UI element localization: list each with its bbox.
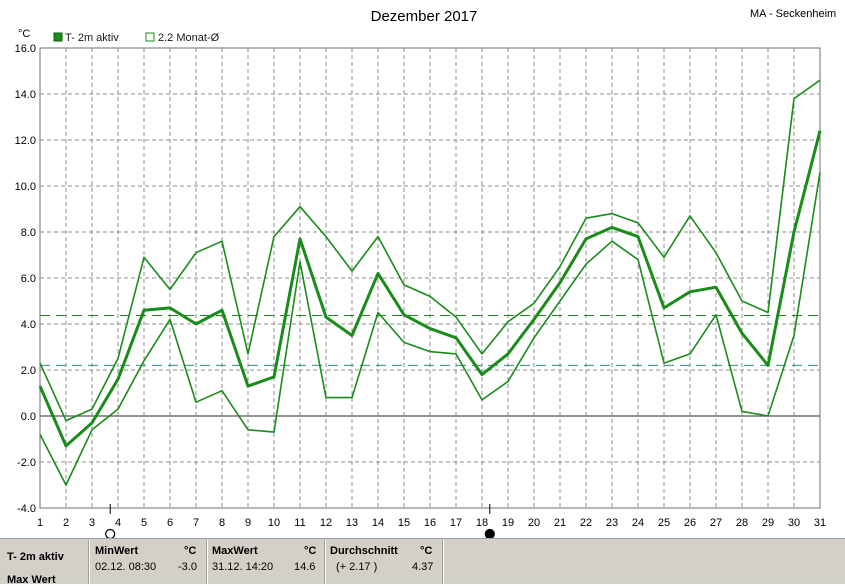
stats-max-label: MaxWert [212,545,258,557]
x-tick-label: 10 [268,517,280,529]
x-tick-label: 17 [450,517,462,529]
y-tick-label: 2.0 [21,365,36,377]
y-tick-label: -4.0 [17,503,36,515]
series-line-max [39,79,821,422]
x-tick-label: 11 [294,517,305,529]
x-tick-label: 16 [424,517,436,529]
x-tick-label: 22 [580,517,592,529]
stats-separator [442,539,444,584]
x-tick-label: 1 [37,517,43,529]
stats-max-value: 14.6 [294,561,316,573]
y-tick-label: 4.0 [21,319,36,331]
stats-series-label-2: Max Wert [7,574,56,586]
station-name: MA - Seckenheim [750,8,836,20]
stats-min-value: -3.0 [178,561,197,573]
y-tick-label: -2.0 [17,457,36,469]
x-tick-label: 19 [502,517,514,529]
series-line-min [39,172,821,486]
y-tick-label: 10.0 [15,181,36,193]
stats-avg-delta: (+ 2.17 ) [336,561,378,573]
x-tick-label: 23 [606,517,618,529]
x-tick-label: 21 [554,517,566,529]
stats-separator [324,539,326,584]
x-tick-label: 4 [115,517,121,529]
stats-avg-unit: °C [420,545,433,557]
chart-title: Dezember 2017 [371,8,478,25]
x-tick-label: 31 [814,517,826,529]
stats-max-time: 31.12. 14:20 [212,561,274,573]
stats-separator [206,539,208,584]
legend-label-average: 2.2 Monat-Ø [158,32,220,44]
x-tick-label: 6 [167,517,173,529]
reference-lines [40,314,820,366]
legend: T- 2m aktiv 2.2 Monat-Ø [53,32,220,44]
x-tick-label: 5 [141,517,147,529]
y-tick-label: 0.0 [21,411,36,423]
x-tick-label: 30 [788,517,800,529]
x-tick-label: 15 [398,517,410,529]
stats-avg-value: 4.37 [412,561,434,573]
stats-avg-label: Durchschnitt [330,545,398,557]
stats-min-time: 02.12. 08:30 [95,561,157,573]
x-tick-label: 29 [762,517,774,529]
x-axis-ticks: 1 2 3 4 5 6 7 8 9 10 11 12 13 14 15 16 17 18 19 20 21 22 23 24 2… [37,517,826,529]
x-tick-label: 14 [372,517,384,529]
x-tick-label: 3 [89,517,95,529]
stats-series-label: T- 2m aktiv [7,551,64,563]
stats-max-unit: °C [304,545,317,557]
x-tick-label: 8 [219,517,225,529]
x-tick-label: 20 [528,517,540,529]
moon-phases [105,504,495,538]
x-tick-label: 13 [346,517,358,529]
series-line-mean [38,130,822,448]
y-axis-unit: °C [18,28,30,40]
plot-area [39,47,821,509]
x-tick-label: 2 [63,517,69,529]
y-tick-label: 6.0 [21,273,36,285]
x-tick-label: 12 [320,517,332,529]
grid [40,48,820,508]
y-axis-ticks: 16.0 14.0 12.0 10.0 8.0 6.0 4.0 2.0 0.0 -2.0 -4.0 [15,43,36,515]
legend-swatch-active [53,32,63,42]
y-tick-label: 16.0 [15,43,36,55]
x-tick-label: 27 [710,517,722,529]
y-tick-label: 12.0 [15,135,36,147]
full-moon-icon [105,528,116,538]
temperature-chart: Dezember 2017 MA - Seckenheim °C T- 2m a… [15,8,836,538]
x-tick-label: 25 [658,517,670,529]
legend-swatch-average [145,32,155,42]
x-tick-label: 26 [684,517,696,529]
new-moon-icon [484,528,495,538]
x-tick-label: 24 [632,517,644,529]
stats-panel: T- 2m aktiv Max Wert MinWert °C 02.12. 0… [0,538,845,586]
stats-min-label: MinWert [95,545,139,557]
y-tick-label: 8.0 [21,227,36,239]
x-tick-label: 9 [245,517,251,529]
x-tick-label: 18 [476,517,488,529]
y-tick-label: 14.0 [15,89,36,101]
series-lines [38,79,822,486]
stats-separator [88,539,90,584]
legend-label-active: T- 2m aktiv [65,32,119,44]
x-tick-label: 28 [736,517,748,529]
x-tick-label: 7 [193,517,199,529]
stats-min-unit: °C [184,545,197,557]
